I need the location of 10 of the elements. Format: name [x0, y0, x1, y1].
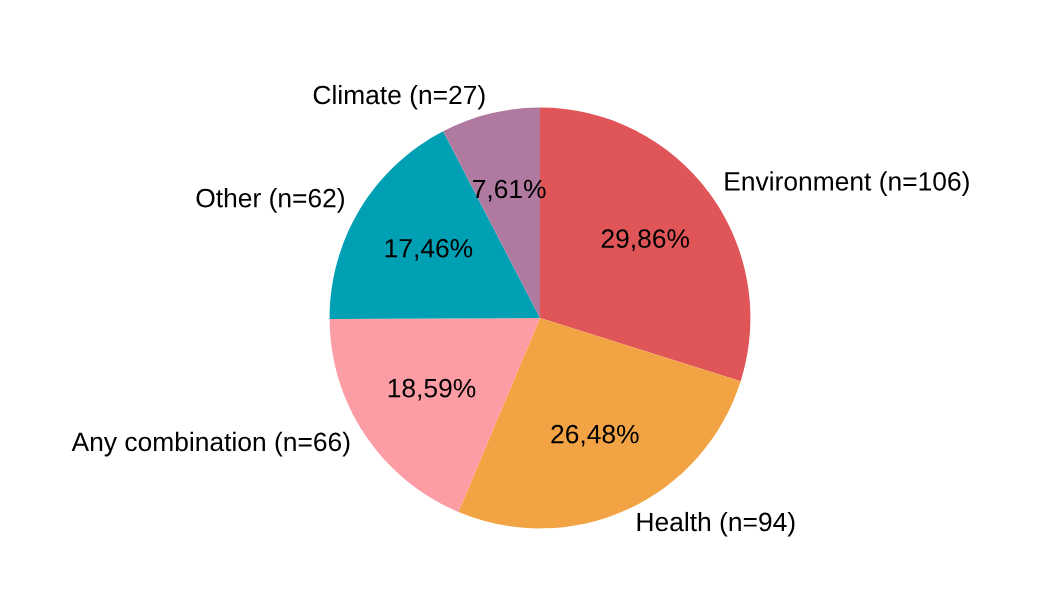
- slice-label: Any combination (n=66): [71, 431, 350, 457]
- slice-label: Other (n=62): [196, 188, 344, 213]
- slice-label: Climate (n=27): [313, 84, 485, 110]
- slice-label: Health (n=94): [637, 511, 795, 537]
- data-label: 18,59%: [388, 378, 476, 401]
- data-label: 26,48%: [551, 424, 639, 447]
- data-label: 17,46%: [385, 238, 473, 261]
- slice-label: Environment (n=106): [725, 171, 969, 196]
- data-label: 29,86%: [601, 229, 690, 252]
- data-label: 7,61%: [473, 179, 546, 202]
